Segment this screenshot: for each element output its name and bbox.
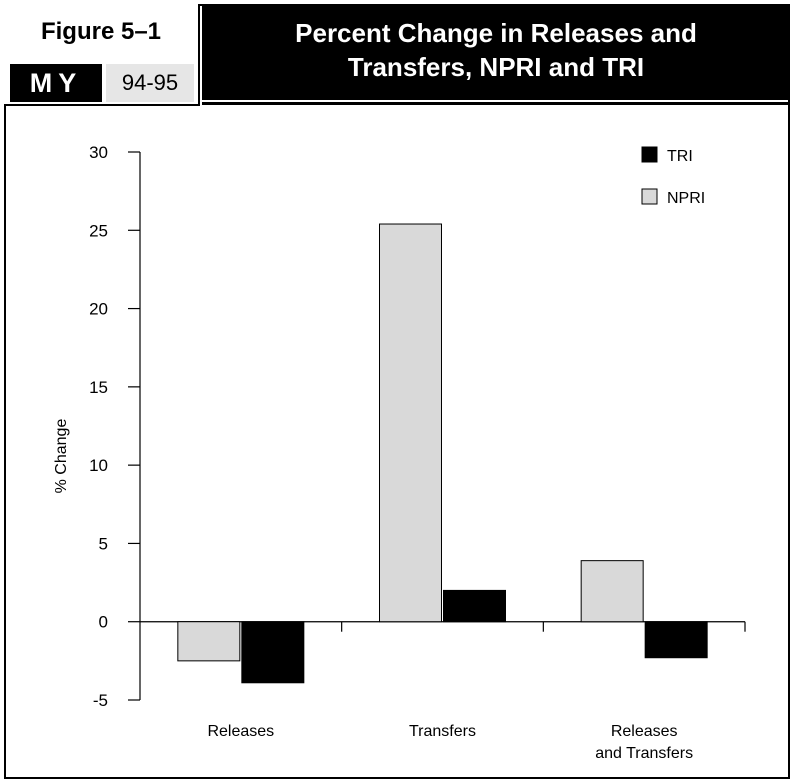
y-tick-label: 30 <box>89 143 108 162</box>
x-category-label: Transfers <box>409 723 476 740</box>
bar-tri-1 <box>443 589 506 623</box>
x-category-label: Releases <box>611 723 678 740</box>
y-tick-label: 0 <box>99 613 108 632</box>
x-category-label: and Transfers <box>595 745 693 762</box>
chart-title-line-1: Percent Change in Releases and <box>295 18 697 48</box>
my-badge: MY <box>10 64 102 102</box>
chart-title-box: Percent Change in Releases and Transfers… <box>202 4 790 100</box>
legend-swatch-tri <box>641 146 658 163</box>
y-tick-label: -5 <box>93 691 108 710</box>
legend-label-tri: TRI <box>667 148 693 165</box>
y-axis-title: % Change <box>53 419 70 494</box>
year-badge: 94-95 <box>106 64 194 102</box>
legend-label-npri: NPRI <box>667 190 705 207</box>
legend-swatch-npri <box>641 188 658 205</box>
bar-npri-2 <box>580 560 644 623</box>
y-tick-label: 5 <box>99 534 108 553</box>
y-tick-label: 20 <box>89 300 108 319</box>
title-rule <box>202 102 790 105</box>
bar-npri-0 <box>177 621 241 662</box>
figure-number: Figure 5–1 <box>40 18 162 45</box>
bar-tri-2 <box>644 621 708 659</box>
bar-tri-0 <box>241 621 305 684</box>
chart-title-line-2: Transfers, NPRI and TRI <box>347 52 645 82</box>
figure-label-box: Figure 5–1 MY 94-95 <box>4 4 200 106</box>
y-tick-label: 25 <box>89 221 108 240</box>
bar-npri-1 <box>379 223 442 623</box>
x-category-label: Releases <box>207 723 274 740</box>
y-tick-label: 10 <box>89 456 108 475</box>
y-tick-label: 15 <box>89 378 108 397</box>
